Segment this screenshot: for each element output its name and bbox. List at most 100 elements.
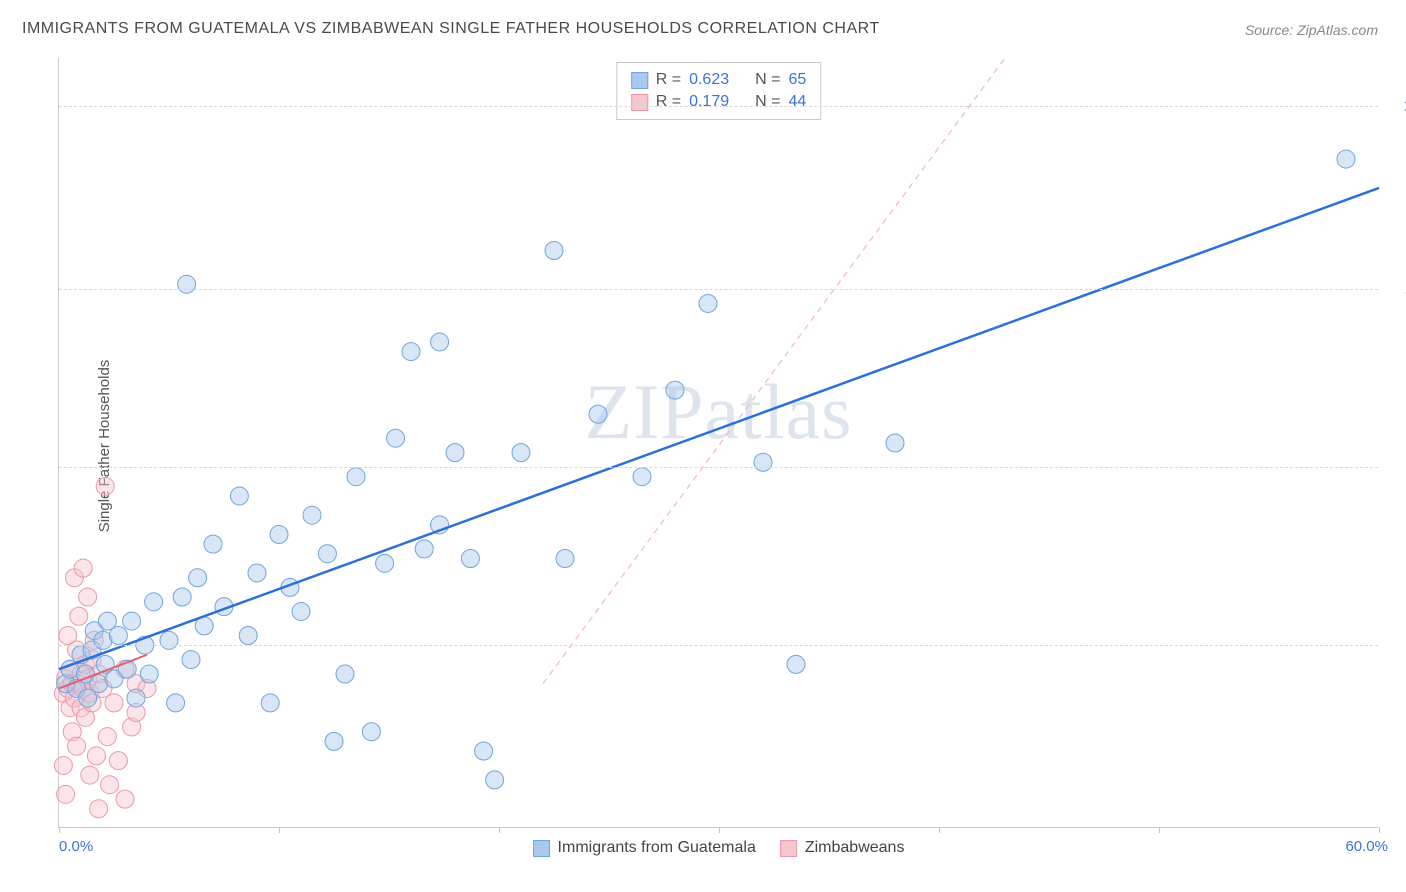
data-point xyxy=(145,593,163,611)
data-point xyxy=(140,665,158,683)
data-point xyxy=(261,694,279,712)
data-point xyxy=(699,294,717,312)
data-point xyxy=(633,468,651,486)
data-point xyxy=(336,665,354,683)
swatch-series2 xyxy=(631,94,648,111)
data-point xyxy=(178,275,196,293)
data-point xyxy=(666,381,684,399)
legend-label-1: Immigrants from Guatemala xyxy=(558,839,756,857)
x-tickmark xyxy=(719,827,720,833)
data-point xyxy=(98,728,116,746)
data-point xyxy=(556,550,574,568)
data-point xyxy=(325,732,343,750)
x-axis-max: 60.0% xyxy=(1345,838,1388,855)
x-tickmark xyxy=(1379,827,1380,833)
n-label-2: N = xyxy=(755,93,780,111)
trend-line-dashed xyxy=(543,58,1005,684)
y-tick-label: 7.5% xyxy=(1386,459,1406,476)
data-point xyxy=(109,752,127,770)
data-point xyxy=(230,487,248,505)
data-point xyxy=(173,588,191,606)
y-tick-label: 15.0% xyxy=(1386,98,1406,115)
r-label-1: R = xyxy=(656,71,681,89)
data-point xyxy=(886,434,904,452)
data-point xyxy=(318,545,336,563)
data-point xyxy=(248,564,266,582)
n-label-1: N = xyxy=(755,71,780,89)
y-tick-label: 11.2% xyxy=(1386,281,1406,298)
data-point xyxy=(96,477,114,495)
data-point xyxy=(270,525,288,543)
data-point xyxy=(303,506,321,524)
series-legend: Immigrants from Guatemala Zimbabweans xyxy=(533,839,905,857)
swatch-bottom-1 xyxy=(533,840,550,857)
legend-row-series1: R = 0.623 N = 65 xyxy=(631,69,807,91)
legend-item-2: Zimbabweans xyxy=(780,839,905,857)
data-point xyxy=(189,569,207,587)
data-point xyxy=(376,554,394,572)
data-point xyxy=(101,776,119,794)
data-point xyxy=(116,790,134,808)
r-value-2: 0.179 xyxy=(689,93,729,111)
data-point xyxy=(431,333,449,351)
n-value-2: 44 xyxy=(788,93,806,111)
data-point xyxy=(362,723,380,741)
legend-label-2: Zimbabweans xyxy=(805,839,905,857)
x-tickmark xyxy=(1159,827,1160,833)
gridline xyxy=(59,467,1378,468)
r-value-1: 0.623 xyxy=(689,71,729,89)
gridline xyxy=(59,106,1378,107)
trend-line xyxy=(59,188,1379,669)
data-point xyxy=(545,242,563,260)
data-point xyxy=(754,453,772,471)
data-point xyxy=(90,800,108,818)
data-point xyxy=(204,535,222,553)
data-point xyxy=(87,747,105,765)
gridline xyxy=(59,645,1378,646)
swatch-bottom-2 xyxy=(780,840,797,857)
data-point xyxy=(347,468,365,486)
data-point xyxy=(54,756,72,774)
scatter-plot-svg xyxy=(59,58,1378,827)
data-point xyxy=(387,429,405,447)
n-value-1: 65 xyxy=(788,71,806,89)
x-tickmark xyxy=(499,827,500,833)
data-point xyxy=(292,602,310,620)
data-point xyxy=(787,655,805,673)
source-attribution: Source: ZipAtlas.com xyxy=(1245,22,1378,38)
correlation-legend: R = 0.623 N = 65 R = 0.179 N = 44 xyxy=(616,62,822,120)
data-point xyxy=(127,689,145,707)
data-point xyxy=(512,444,530,462)
x-tickmark xyxy=(939,827,940,833)
gridline xyxy=(59,289,1378,290)
data-point xyxy=(589,405,607,423)
data-point xyxy=(446,444,464,462)
data-point xyxy=(182,651,200,669)
data-point xyxy=(160,631,178,649)
data-point xyxy=(105,694,123,712)
chart-title: IMMIGRANTS FROM GUATEMALA VS ZIMBABWEAN … xyxy=(22,20,880,38)
data-point xyxy=(461,550,479,568)
data-point xyxy=(415,540,433,558)
data-point xyxy=(57,785,75,803)
data-point xyxy=(239,627,257,645)
data-point xyxy=(475,742,493,760)
data-point xyxy=(68,737,86,755)
data-point xyxy=(123,612,141,630)
x-axis-min: 0.0% xyxy=(59,838,93,855)
chart-plot-area: ZIPatlas R = 0.623 N = 65 R = 0.179 N = … xyxy=(58,58,1378,828)
data-point xyxy=(70,607,88,625)
legend-row-series2: R = 0.179 N = 44 xyxy=(631,91,807,113)
legend-item-1: Immigrants from Guatemala xyxy=(533,839,756,857)
swatch-series1 xyxy=(631,72,648,89)
data-point xyxy=(81,766,99,784)
y-tick-label: 3.8% xyxy=(1386,637,1406,654)
r-label-2: R = xyxy=(656,93,681,111)
data-point xyxy=(79,588,97,606)
x-tickmark xyxy=(59,827,60,833)
data-point xyxy=(74,559,92,577)
data-point xyxy=(1337,150,1355,168)
data-point xyxy=(486,771,504,789)
data-point xyxy=(109,627,127,645)
data-point xyxy=(167,694,185,712)
